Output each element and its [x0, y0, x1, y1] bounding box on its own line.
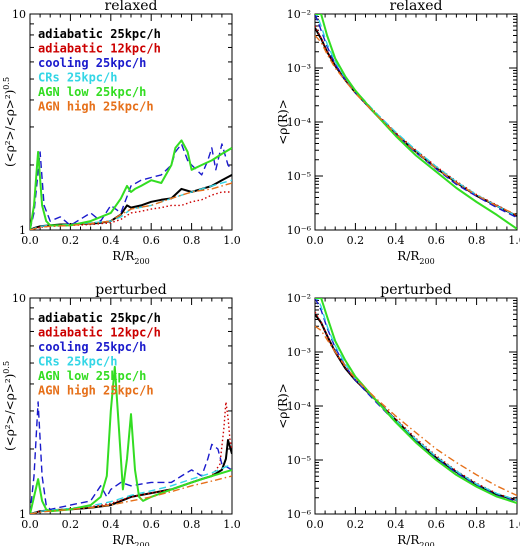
- legend-entry-agn_low: AGN low 25kpc/h: [38, 85, 146, 99]
- series-line-agn_high: [315, 325, 517, 497]
- y-axis-label: (<ρ²>/<ρ>²)0.5: [2, 361, 17, 451]
- series-line-adiabatic_25: [315, 313, 517, 502]
- x-tick-label: 1.0: [508, 518, 520, 531]
- series-group: [30, 139, 232, 230]
- x-tick-label: 0.4: [387, 234, 405, 247]
- x-tick-label: 1.0: [223, 518, 241, 531]
- x-tick-label: 0.4: [102, 234, 120, 247]
- legend-entry-agn_high: AGN high 25kpc/h: [38, 100, 154, 114]
- x-tick-label: 0.8: [183, 234, 201, 247]
- panel-title: perturbed: [380, 282, 452, 298]
- chart-panel-4: 0.0 0.2 0.4 0.6 0.8 1.0 10⁻⁶ 10⁻⁵ 10⁻⁴ 10⁻³ 10⁻² pe…: [276, 282, 520, 546]
- legend-entry-adiabatic_25: adiabatic 25kpc/h: [38, 27, 161, 41]
- legend-entry-adiabatic_12: adiabatic 12kpc/h: [38, 326, 161, 340]
- series-line-cooling: [30, 143, 232, 230]
- chart-panel-3: 0.0 0.2 0.4 0.6 0.8 1.0 1 10 perturbed R/R200 (<ρ²…: [2, 282, 241, 546]
- legend-entry-agn_high: AGN high 25kpc/h: [38, 384, 154, 398]
- chart-panel-1: 0.0 0.2 0.4 0.6 0.8 1.0 1 10 relaxed R/R200 (<ρ²>/…: [2, 0, 241, 266]
- x-tick-label: 0.2: [347, 234, 365, 247]
- legend-entry-crs: CRs 25kpc/h: [38, 71, 117, 85]
- x-tick-label: 0.0: [21, 234, 39, 247]
- series-group: [315, 298, 517, 504]
- chart-panel-2: 0.0 0.2 0.4 0.6 0.8 1.0 10⁻⁶ 10⁻⁵ 10⁻⁴ 10⁻³ 10⁻² re…: [276, 0, 520, 266]
- series-group: [30, 365, 232, 514]
- series-line-crs: [30, 463, 232, 514]
- y-axis-label: (<ρ²>/<ρ>²)0.5: [2, 77, 17, 167]
- legend-entry-crs: CRs 25kpc/h: [38, 355, 117, 369]
- x-tick-label: 0.4: [387, 518, 405, 531]
- x-axis-label: R/R200: [112, 533, 149, 546]
- y-tick-label: 10⁻⁶: [287, 508, 312, 521]
- series-line-adiabatic_25: [30, 174, 232, 230]
- x-tick-label: 0.8: [468, 518, 486, 531]
- x-tick-label: 0.2: [62, 518, 80, 531]
- y-tick-label: 10⁻³: [287, 346, 311, 359]
- y-tick-label: 10: [12, 8, 26, 21]
- x-tick-label: 0.2: [62, 234, 80, 247]
- x-tick-label: 0.0: [306, 234, 324, 247]
- x-tick-label: 1.0: [223, 234, 241, 247]
- y-axis-label: <ρ(R)>: [276, 99, 290, 145]
- series-line-crs: [315, 14, 517, 217]
- legend-entry-cooling: cooling 25kpc/h: [38, 56, 146, 70]
- series-line-adiabatic_25: [30, 439, 232, 514]
- series-line-adiabatic_25: [315, 27, 517, 218]
- legend-entry-adiabatic_12: adiabatic 12kpc/h: [38, 42, 161, 56]
- x-axis-label: R/R200: [112, 249, 149, 266]
- series-line-agn_low: [315, 298, 517, 504]
- plot-frame: [314, 297, 518, 515]
- series-line-cooling: [30, 401, 232, 514]
- y-axis-label: <ρ(R)>: [276, 383, 290, 429]
- y-tick-label: 10⁻⁵: [287, 170, 311, 183]
- plot-frame: [314, 13, 518, 231]
- panel-title: relaxed: [105, 0, 158, 14]
- y-tick-label: 10⁻²: [287, 8, 311, 21]
- series-line-agn_low: [315, 14, 517, 230]
- legend-entry-agn_low: AGN low 25kpc/h: [38, 369, 146, 383]
- panel-title: relaxed: [390, 0, 443, 14]
- y-tick-label: 10⁻⁴: [287, 116, 312, 129]
- series-line-adiabatic_12: [30, 401, 232, 514]
- series-line-agn_high: [30, 475, 232, 514]
- y-tick-label: 1: [19, 224, 26, 237]
- y-tick-label: 10⁻⁵: [287, 454, 311, 467]
- x-tick-label: 0.4: [102, 518, 120, 531]
- x-tick-label: 0.6: [427, 518, 445, 531]
- series-line-agn_low: [30, 139, 232, 230]
- x-tick-label: 0.6: [142, 518, 160, 531]
- x-tick-label: 0.0: [306, 518, 324, 531]
- panel-title: perturbed: [95, 282, 167, 298]
- series-line-agn_high: [30, 182, 232, 230]
- legend-entry-adiabatic_25: adiabatic 25kpc/h: [38, 311, 161, 325]
- series-line-cooling: [315, 298, 517, 503]
- y-tick-label: 10⁻²: [287, 292, 311, 305]
- y-tick-label: 10⁻⁴: [287, 400, 312, 413]
- series-line-agn_high: [315, 35, 517, 216]
- x-axis-label: R/R200: [397, 533, 434, 546]
- x-tick-label: 1.0: [508, 234, 520, 247]
- y-tick-label: 1: [19, 508, 26, 521]
- x-tick-label: 0.8: [468, 234, 486, 247]
- y-tick-label: 10: [12, 292, 26, 305]
- series-line-adiabatic_12: [315, 311, 517, 501]
- series-line-cooling: [315, 14, 517, 219]
- x-axis-label: R/R200: [397, 249, 434, 266]
- x-tick-label: 0.8: [183, 518, 201, 531]
- x-tick-label: 0.6: [427, 234, 445, 247]
- series-line-crs: [316, 298, 517, 501]
- series-line-adiabatic_12: [315, 25, 517, 217]
- y-tick-label: 10⁻⁶: [287, 224, 312, 237]
- legend-entry-cooling: cooling 25kpc/h: [38, 340, 146, 354]
- x-tick-label: 0.6: [142, 234, 160, 247]
- series-group: [315, 14, 517, 230]
- x-tick-label: 0.0: [21, 518, 39, 531]
- y-tick-label: 10⁻³: [287, 62, 311, 75]
- series-line-crs: [30, 179, 232, 230]
- x-tick-label: 0.2: [347, 518, 365, 531]
